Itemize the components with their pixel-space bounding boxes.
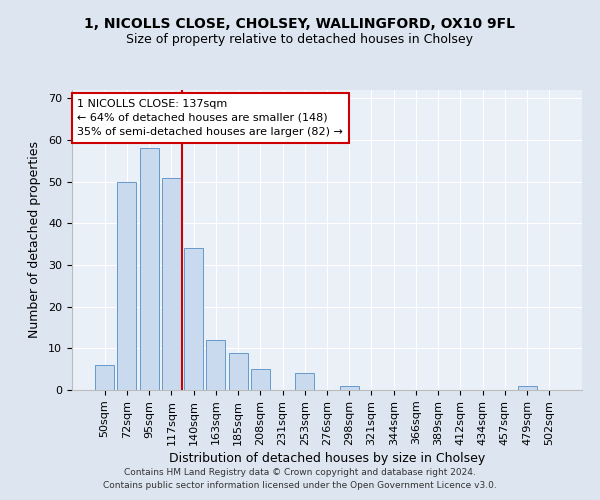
X-axis label: Distribution of detached houses by size in Cholsey: Distribution of detached houses by size … — [169, 452, 485, 465]
Bar — [229, 352, 248, 390]
Bar — [184, 248, 203, 390]
Bar — [140, 148, 158, 390]
Text: Contains public sector information licensed under the Open Government Licence v3: Contains public sector information licen… — [103, 480, 497, 490]
Bar — [206, 340, 225, 390]
Bar — [251, 369, 270, 390]
Bar — [118, 182, 136, 390]
Text: Contains HM Land Registry data © Crown copyright and database right 2024.: Contains HM Land Registry data © Crown c… — [124, 468, 476, 477]
Text: 1 NICOLLS CLOSE: 137sqm
← 64% of detached houses are smaller (148)
35% of semi-d: 1 NICOLLS CLOSE: 137sqm ← 64% of detache… — [77, 99, 343, 137]
Y-axis label: Number of detached properties: Number of detached properties — [28, 142, 41, 338]
Bar — [95, 365, 114, 390]
Text: Size of property relative to detached houses in Cholsey: Size of property relative to detached ho… — [127, 32, 473, 46]
Text: 1, NICOLLS CLOSE, CHOLSEY, WALLINGFORD, OX10 9FL: 1, NICOLLS CLOSE, CHOLSEY, WALLINGFORD, … — [85, 18, 515, 32]
Bar — [295, 374, 314, 390]
Bar — [518, 386, 536, 390]
Bar — [340, 386, 359, 390]
Bar — [162, 178, 181, 390]
